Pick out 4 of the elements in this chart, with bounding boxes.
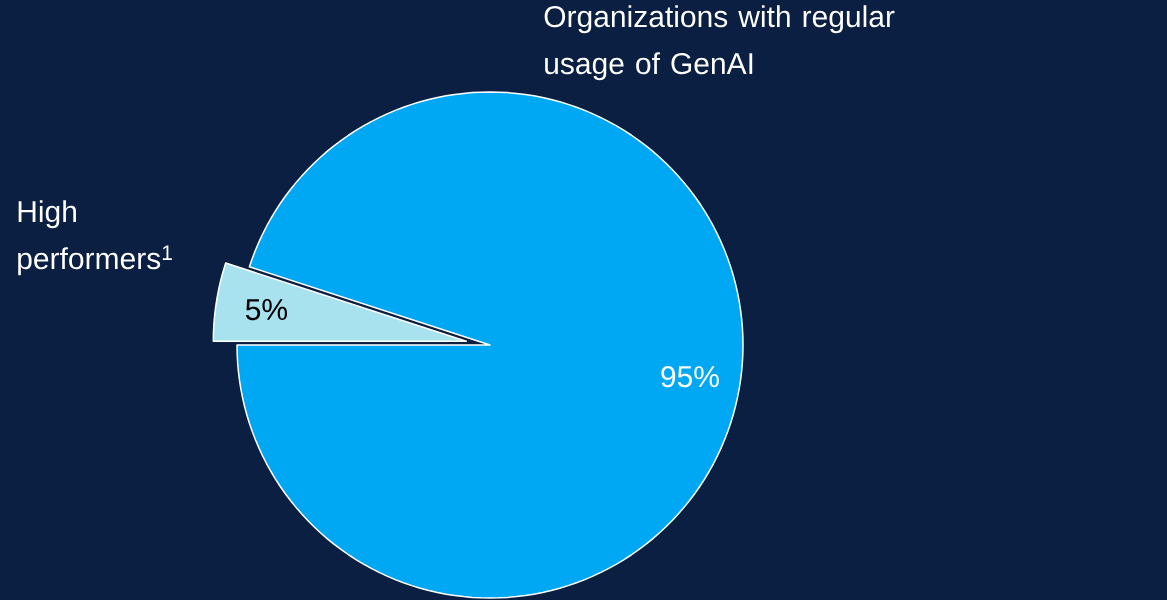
slice-label: Organizations with regular usage of GenAI	[544, 5, 895, 81]
slice-label: High performers$^{1}$	[18, 200, 172, 276]
data-label: 95%	[661, 366, 719, 388]
data-label: 5%	[245, 299, 288, 321]
